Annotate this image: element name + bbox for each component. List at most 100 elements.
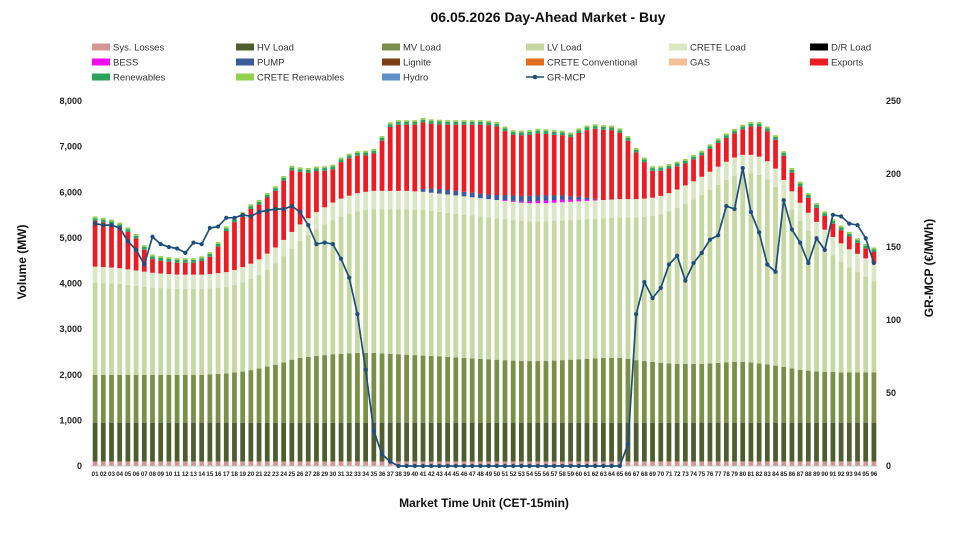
bar-segment-hv-load [617,422,623,462]
x-tick-label: 25 [288,471,295,478]
x-tick-label: 47 [469,471,476,478]
bar-segment-crete-load [494,200,500,219]
bar-segment-crete-renewables [346,153,352,156]
bar-segment-sys-losses [355,461,360,466]
bar-segment-sys-losses [314,461,319,466]
bar-segment-lv-load [519,220,524,362]
bar-segment-crete-load [592,200,598,219]
bar-segment-pump [584,197,590,200]
bar-segment-pump [494,194,500,201]
gr-mcp-point [625,442,631,447]
x-tick-label: 64 [608,471,615,478]
bar-segment-mv-load [453,357,459,423]
bar-segment-exports [141,249,147,272]
bar-segment-lv-load [166,288,172,375]
bar-segment-exports [805,197,811,213]
bar-segment-renewables [141,247,147,250]
bar-segment-hv-load [314,422,319,462]
bar-segment-crete-load [633,199,639,218]
x-tick-label: 72 [674,471,681,478]
bar-segment-sys-losses [748,461,754,466]
gr-mcp-point [453,463,458,469]
x-tick-label: 10 [165,471,172,478]
bar-segment-crete-load [707,171,713,190]
bar-segment-renewables [691,156,696,160]
bar-segment-mv-load [346,353,352,423]
bar-segment-lv-load [674,207,680,364]
bar-segment-lv-load [535,221,541,362]
gr-mcp-point [150,234,155,239]
bar-segment-lv-load [338,216,344,354]
bar-segment-sys-losses [691,461,696,466]
bar-segment-mv-load [576,359,582,423]
x-tick-label: 19 [239,471,246,478]
bar-segment-renewables [592,126,598,129]
bar-segment-mv-load [486,359,491,423]
bar-segment-lv-load [248,278,254,371]
bar-segment-lv-load [387,209,393,354]
bar-segment-mv-load [141,374,147,423]
bar-segment-mv-load [256,368,262,423]
x-tick-label: 21 [256,471,263,478]
gr-mcp-point [576,463,581,469]
bar-segment-crete-load [420,191,426,211]
bar-segment-crete-renewables [453,120,459,122]
bar-segment-sys-losses [789,461,795,466]
legend-item-mv-load: MV Load [382,43,441,54]
gr-mcp-point [207,225,212,231]
bar-segment-sys-losses [535,461,541,466]
bar-segment-crete-renewables [404,120,409,122]
bar-segment-renewables [674,163,680,167]
bar-segment-renewables [404,121,409,125]
x-tick-label: 45 [452,471,459,478]
x-tick-label: 80 [739,471,746,478]
bar-segment-pump [560,195,565,200]
bar-segment-renewables [535,130,541,134]
bar-segment-crete-load [781,179,787,199]
bar-segment-crete-load [519,202,524,221]
bar-segment-sys-losses [592,461,598,466]
bar-segment-mv-load [855,372,860,423]
gr-mcp-point [363,367,368,372]
bar-segment-hv-load [535,422,541,462]
gr-mcp-point [420,463,426,469]
legend-item-crete-conventional: CRETE Conventional [526,58,637,69]
x-tick-label: 16 [215,471,222,478]
x-axis-title: Market Time Unit (CET-15min) [399,496,569,510]
bar-segment-exports [461,124,467,192]
bar-segment-sys-losses [682,461,688,466]
bar-segment-renewables [387,124,393,128]
legend-item-crete-load: CRETE Load [669,43,746,54]
bar-segment-lv-load [707,189,713,364]
bar-segment-hv-load [838,422,844,462]
bar-segment-renewables [756,123,762,127]
bar-segment-hv-load [871,422,877,462]
bar-segment-sys-losses [551,461,557,466]
x-tick-label: 03 [108,471,115,478]
gr-mcp-point [338,256,344,261]
legend-item-lv-load: LV Load [526,43,582,54]
bar-segment-crete-renewables [478,120,483,122]
bar-segment-renewables [322,168,328,171]
legend-item-gr-mcp: GR-MCP [526,73,586,84]
bar-segment-exports [166,261,172,275]
bar-segment-sys-losses [502,461,508,466]
bar-segment-exports [510,134,516,196]
bar-segment-crete-load [625,199,631,218]
bar-segment-exports [486,125,491,195]
bar-segment-renewables [412,121,418,125]
bar-segment-sys-losses [584,461,590,466]
bar-segment-mv-load [699,363,705,423]
bar-segment-hv-load [346,422,352,462]
bar-segment-mv-load [814,371,819,423]
bar-segment-lv-load [125,284,131,375]
bar-segment-pump [535,195,541,201]
gr-mcp-point [560,463,565,469]
bar-segment-crete-renewables [273,186,278,189]
bar-segment-crete-renewables [428,119,434,122]
bar-segment-crete-renewables [863,243,869,246]
bar-segment-sys-losses [199,461,205,466]
bar-segment-exports [633,152,639,200]
bar-segment-crete-renewables [715,138,721,141]
bar-segment-lv-load [396,209,401,355]
